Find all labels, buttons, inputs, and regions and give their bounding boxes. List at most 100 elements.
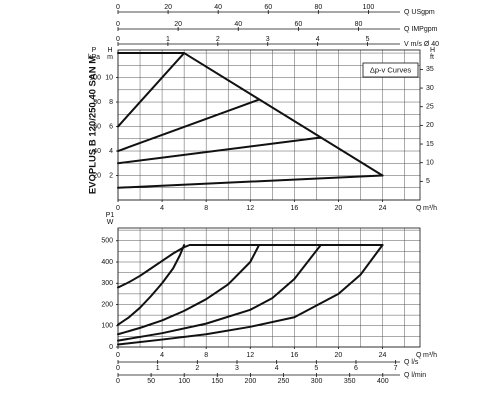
y-alt-tick-label: 40 (93, 148, 101, 155)
curve (117, 136, 322, 165)
x-axis-label: Q (416, 352, 422, 359)
curve (117, 244, 186, 326)
curve (117, 98, 261, 153)
y2-tick-label: 30 (426, 85, 434, 92)
secondary-tick-label: 0 (116, 4, 120, 11)
x-tick-label: 24 (379, 205, 387, 212)
y2-axis-label: H (430, 47, 435, 54)
x-axis-label: m³/h (423, 352, 437, 359)
y2-tick-label: 25 (426, 104, 434, 111)
y-alt-axis-label: kPa (88, 54, 100, 61)
secondary-tick-label: 40 (214, 4, 222, 11)
y-tick-label: 500 (101, 238, 113, 245)
y-alt-tick-label: 20 (93, 172, 101, 179)
y2-tick-label: 15 (426, 141, 434, 148)
secondary-tick-label: 0 (116, 21, 120, 28)
y-axis-label: m (107, 54, 113, 61)
y2-tick-label: 20 (426, 122, 434, 129)
y-tick-label: 8 (109, 99, 113, 106)
secondary-tick-label: 300 (311, 378, 323, 385)
legend-box (362, 62, 419, 78)
y-tick-label: 0 (109, 344, 113, 351)
secondary-axis-label: Q l/min (404, 372, 426, 379)
secondary-tick-label: 0 (116, 378, 120, 385)
x-tick-label: 16 (290, 352, 298, 359)
secondary-tick-label: 60 (264, 4, 272, 11)
x-axis-label: Q (416, 205, 422, 212)
secondary-tick-label: 4 (275, 365, 279, 372)
y-tick-label: 10 (105, 74, 113, 81)
y-alt-tick-label: 60 (93, 123, 101, 130)
secondary-tick-label: 2 (195, 365, 199, 372)
y-tick-label: 2 (109, 172, 113, 179)
secondary-tick-label: 250 (278, 378, 290, 385)
y-tick-label: 200 (101, 301, 113, 308)
secondary-tick-label: 20 (164, 4, 172, 11)
curve (117, 244, 322, 342)
secondary-tick-label: 0 (116, 36, 120, 43)
curve (117, 244, 384, 346)
y-tick-label: 6 (109, 123, 113, 130)
x-tick-label: 12 (246, 205, 254, 212)
x-axis-label: m³/h (423, 205, 437, 212)
secondary-tick-label: 4 (316, 36, 320, 43)
y-tick-label: 400 (101, 259, 113, 266)
x-tick-label: 20 (335, 352, 343, 359)
secondary-tick-label: 3 (266, 36, 270, 43)
x-tick-label: 8 (204, 205, 208, 212)
secondary-tick-label: 400 (377, 378, 389, 385)
secondary-tick-label: 7 (394, 365, 398, 372)
curve (117, 174, 384, 189)
secondary-tick-label: 5 (314, 365, 318, 372)
x-tick-label: 24 (379, 352, 387, 359)
secondary-tick-label: 60 (294, 21, 302, 28)
y-axis-label: W (107, 219, 114, 226)
curve (117, 244, 261, 336)
y-tick-label: 100 (101, 323, 113, 330)
y-axis-label: H (107, 47, 112, 54)
x-tick-label: 20 (335, 205, 343, 212)
secondary-tick-label: 80 (314, 4, 322, 11)
chart-title: EVOPLUS B 120/250.40 SAN M (88, 56, 99, 194)
secondary-tick-label: 6 (354, 365, 358, 372)
y2-axis-label: ft (430, 54, 434, 61)
secondary-tick-label: 200 (245, 378, 257, 385)
secondary-axis-label: Q USgpm (404, 9, 435, 16)
secondary-tick-label: 100 (363, 4, 375, 11)
y2-tick-label: 10 (426, 160, 434, 167)
y-alt-axis-label: P (92, 47, 97, 54)
secondary-axis-label: Q l/s (404, 359, 419, 366)
y-tick-label: 4 (109, 148, 113, 155)
x-tick-label: 0 (116, 205, 120, 212)
y2-tick-label: 5 (426, 178, 430, 185)
curve (117, 244, 384, 289)
y2-tick-label: 35 (426, 66, 434, 73)
x-tick-label: 4 (160, 205, 164, 212)
y-alt-tick-label: 100 (89, 74, 101, 81)
secondary-tick-label: 5 (366, 36, 370, 43)
secondary-tick-label: 50 (147, 378, 155, 385)
secondary-tick-label: 20 (174, 21, 182, 28)
x-tick-label: 8 (204, 352, 208, 359)
secondary-tick-label: 1 (166, 36, 170, 43)
secondary-tick-label: 2 (216, 36, 220, 43)
secondary-axis-label: V m/s Ø 40 (404, 41, 439, 48)
secondary-tick-label: 80 (355, 21, 363, 28)
x-tick-label: 16 (290, 205, 298, 212)
secondary-axis-label: Q IMPgpm (404, 26, 438, 33)
x-tick-label: 4 (160, 352, 164, 359)
x-tick-label: 0 (116, 352, 120, 359)
x-tick-label: 12 (246, 352, 254, 359)
curve (117, 52, 186, 128)
secondary-tick-label: 0 (116, 365, 120, 372)
y-alt-tick-label: 80 (93, 99, 101, 106)
secondary-tick-label: 40 (234, 21, 242, 28)
y-tick-label: 300 (101, 280, 113, 287)
secondary-tick-label: 150 (211, 378, 223, 385)
secondary-tick-label: 350 (344, 378, 356, 385)
secondary-tick-label: 100 (178, 378, 190, 385)
secondary-tick-label: 3 (235, 365, 239, 372)
y-axis-label: P1 (106, 212, 115, 219)
